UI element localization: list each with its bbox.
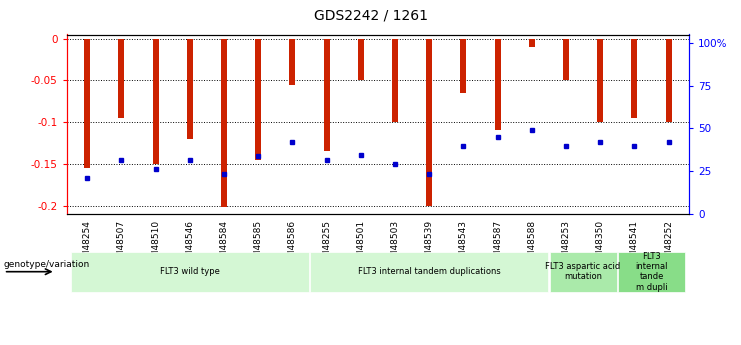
Text: FLT3 aspartic acid
mutation: FLT3 aspartic acid mutation — [545, 262, 621, 282]
Bar — [392, 39, 398, 122]
Bar — [665, 39, 671, 122]
Bar — [631, 39, 637, 118]
Bar — [84, 39, 90, 168]
Bar — [153, 39, 159, 164]
Bar — [563, 39, 569, 80]
Bar — [221, 39, 227, 207]
Bar — [289, 39, 296, 85]
Bar — [426, 39, 432, 206]
Bar — [255, 39, 262, 160]
Bar — [187, 39, 193, 139]
Bar — [597, 39, 603, 122]
Text: FLT3
internal
tande
m dupli: FLT3 internal tande m dupli — [635, 252, 668, 292]
Text: FLT3 internal tandem duplications: FLT3 internal tandem duplications — [358, 267, 501, 276]
Bar — [119, 39, 124, 118]
Text: GDS2242 / 1261: GDS2242 / 1261 — [313, 9, 428, 23]
Bar — [358, 39, 364, 80]
Bar — [460, 39, 467, 93]
Bar — [494, 39, 501, 130]
Text: FLT3 wild type: FLT3 wild type — [160, 267, 220, 276]
Bar — [324, 39, 330, 151]
Text: genotype/variation: genotype/variation — [4, 260, 90, 269]
Bar — [529, 39, 535, 47]
